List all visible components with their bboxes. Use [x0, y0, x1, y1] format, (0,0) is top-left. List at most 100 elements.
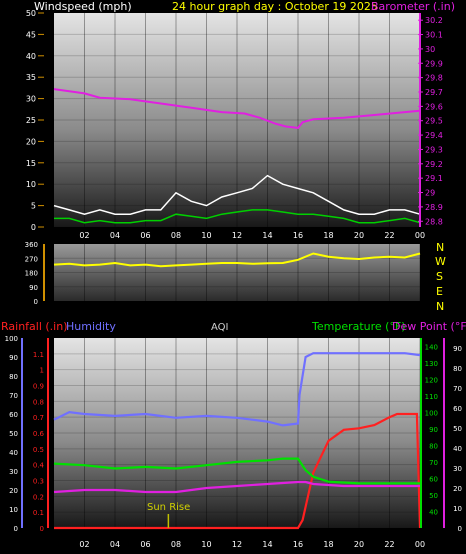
humidity-y-tick-label: 40 — [9, 449, 18, 457]
wind-y-tick-label: 40 — [26, 52, 36, 61]
temp-x-tick-label: 14 — [262, 540, 272, 549]
barometer-y-tick-label: 29.7 — [425, 88, 443, 97]
compass-w: W — [435, 255, 446, 268]
temp-y-tick-label: 70 — [429, 459, 438, 467]
temp-x-tick-label: 00 — [415, 540, 425, 549]
humidity-y-tick-label: 100 — [5, 335, 18, 343]
compass-s: S — [436, 270, 443, 283]
temp-y-tick-label: 130 — [425, 360, 438, 368]
humidity-y-tick-label: 50 — [9, 430, 18, 438]
wind-x-tick-label: 00 — [415, 231, 425, 240]
temp-y-tick-label: 140 — [425, 343, 438, 351]
wind-grid — [54, 13, 421, 227]
rain-y-tick-label: 0.7 — [33, 414, 44, 422]
barometer-y-tick-label: 30 — [425, 45, 435, 54]
barometer-line — [53, 88, 421, 129]
temp-x-tick-label: 02 — [79, 540, 89, 549]
dew-point-line — [53, 480, 420, 494]
barometer-y-tick-label: 30.1 — [425, 31, 443, 40]
wind-y-tick-label: 25 — [26, 116, 36, 125]
dew-y-tick-label: 80 — [453, 365, 462, 373]
temp-y-tick-label: 100 — [425, 409, 438, 417]
direction-plot-area — [54, 244, 420, 301]
humidity-line — [53, 352, 421, 427]
temp-plot-area — [54, 338, 420, 528]
barometer-y-tick-label: 29 — [425, 189, 435, 198]
temp-y-tick-label: 40 — [429, 508, 438, 516]
temp-x-tick-label: 22 — [384, 540, 394, 549]
wind-x-tick-label: 22 — [384, 231, 394, 240]
dew-y-tick-label: 90 — [453, 345, 462, 353]
temperature-line — [53, 457, 420, 485]
barometer-y-tick-label: 29.2 — [425, 160, 443, 169]
temp-x-tick-label: 04 — [110, 540, 120, 549]
wind-y-tick-label: 0 — [31, 223, 36, 232]
temp-x-tick-label: 16 — [293, 540, 303, 549]
humidity-y-tick-label: 60 — [9, 411, 18, 419]
dew-y-tick-label: 0 — [458, 525, 462, 533]
barometer-y-tick-label: 29.1 — [425, 174, 443, 183]
wind-y-tick-label: 45 — [26, 30, 36, 39]
dewpoint-axis-title: Dew Point (°F) — [392, 320, 466, 333]
wind-x-tick-label: 08 — [171, 231, 181, 240]
direction-y-tick-label: 180 — [25, 270, 38, 278]
barometer-y-tick-label: 28.9 — [425, 203, 443, 212]
chart-title: 24 hour graph day : October 19 2025 — [172, 0, 378, 13]
direction-y-tick-label: 90 — [29, 284, 38, 292]
temperature-axis-title: Temperature (°F) — [311, 320, 406, 333]
barometer-y-tick-label: 30.2 — [425, 16, 443, 25]
humidity-y-tick-label: 10 — [9, 506, 18, 514]
axis-ticks: 0510152025303540455028.828.92929.129.229… — [5, 9, 462, 549]
temp-x-tick-label: 06 — [140, 540, 150, 549]
rain-y-tick-label: 0.3 — [33, 478, 44, 486]
humidity-axis-title: Humidity — [66, 320, 116, 333]
dew-y-tick-label: 10 — [453, 505, 462, 513]
rain-y-tick-label: 0.2 — [33, 493, 44, 501]
dew-y-tick-label: 70 — [453, 385, 462, 393]
temp-y-tick-label: 110 — [425, 393, 438, 401]
humidity-y-tick-label: 20 — [9, 487, 18, 495]
humidity-y-tick-label: 90 — [9, 354, 18, 362]
temp-series — [53, 352, 422, 530]
rain-y-tick-label: 0.9 — [33, 383, 44, 391]
temp-x-tick-label: 12 — [232, 540, 242, 549]
dew-y-tick-label: 20 — [453, 485, 462, 493]
sunrise-label: Sun Rise — [147, 502, 190, 513]
wind-x-tick-label: 04 — [110, 231, 120, 240]
temp-y-tick-label: 120 — [425, 376, 438, 384]
wind-speed-line — [54, 209, 421, 224]
dew-y-tick-label: 30 — [453, 465, 462, 473]
wind-y-tick-label: 10 — [26, 180, 36, 189]
wind-x-tick-label: 14 — [262, 231, 272, 240]
barometer-y-tick-label: 29.8 — [425, 74, 443, 83]
temp-y-tick-label: 90 — [429, 426, 438, 434]
wind-axis-title: Windspeed (mph) — [34, 0, 132, 13]
humidity-y-tick-label: 80 — [9, 373, 18, 381]
rain-y-tick-label: 0.1 — [33, 509, 44, 517]
wind-x-tick-label: 18 — [323, 231, 333, 240]
wind-y-tick-label: 20 — [26, 137, 36, 146]
temp-y-tick-label: 50 — [429, 492, 438, 500]
compass-n-top: N — [436, 241, 444, 254]
humidity-y-tick-label: 0 — [14, 525, 18, 533]
temp-x-tick-label: 08 — [171, 540, 181, 549]
direction-y-tick-label: 0 — [34, 298, 38, 306]
direction-y-tick-label: 360 — [25, 241, 38, 249]
wind-x-tick-label: 06 — [140, 231, 150, 240]
wind-x-tick-label: 20 — [354, 231, 364, 240]
rain-y-tick-label: 0.4 — [33, 462, 45, 470]
dew-y-tick-label: 50 — [453, 425, 462, 433]
aqi-label: AQI — [211, 322, 229, 333]
temp-y-tick-label: 60 — [429, 475, 438, 483]
wind-x-tick-label: 02 — [79, 231, 89, 240]
temp-x-tick-label: 10 — [201, 540, 211, 549]
humidity-y-tick-label: 70 — [9, 392, 18, 400]
direction-series — [53, 252, 421, 268]
wind-y-tick-label: 15 — [26, 159, 36, 168]
barometer-y-tick-label: 28.8 — [425, 217, 443, 226]
temp-x-tick-label: 20 — [354, 540, 364, 549]
rain-y-tick-label: 0.6 — [33, 430, 45, 438]
barometer-y-tick-label: 29.6 — [425, 102, 443, 111]
barometer-y-tick-label: 29.3 — [425, 145, 443, 154]
